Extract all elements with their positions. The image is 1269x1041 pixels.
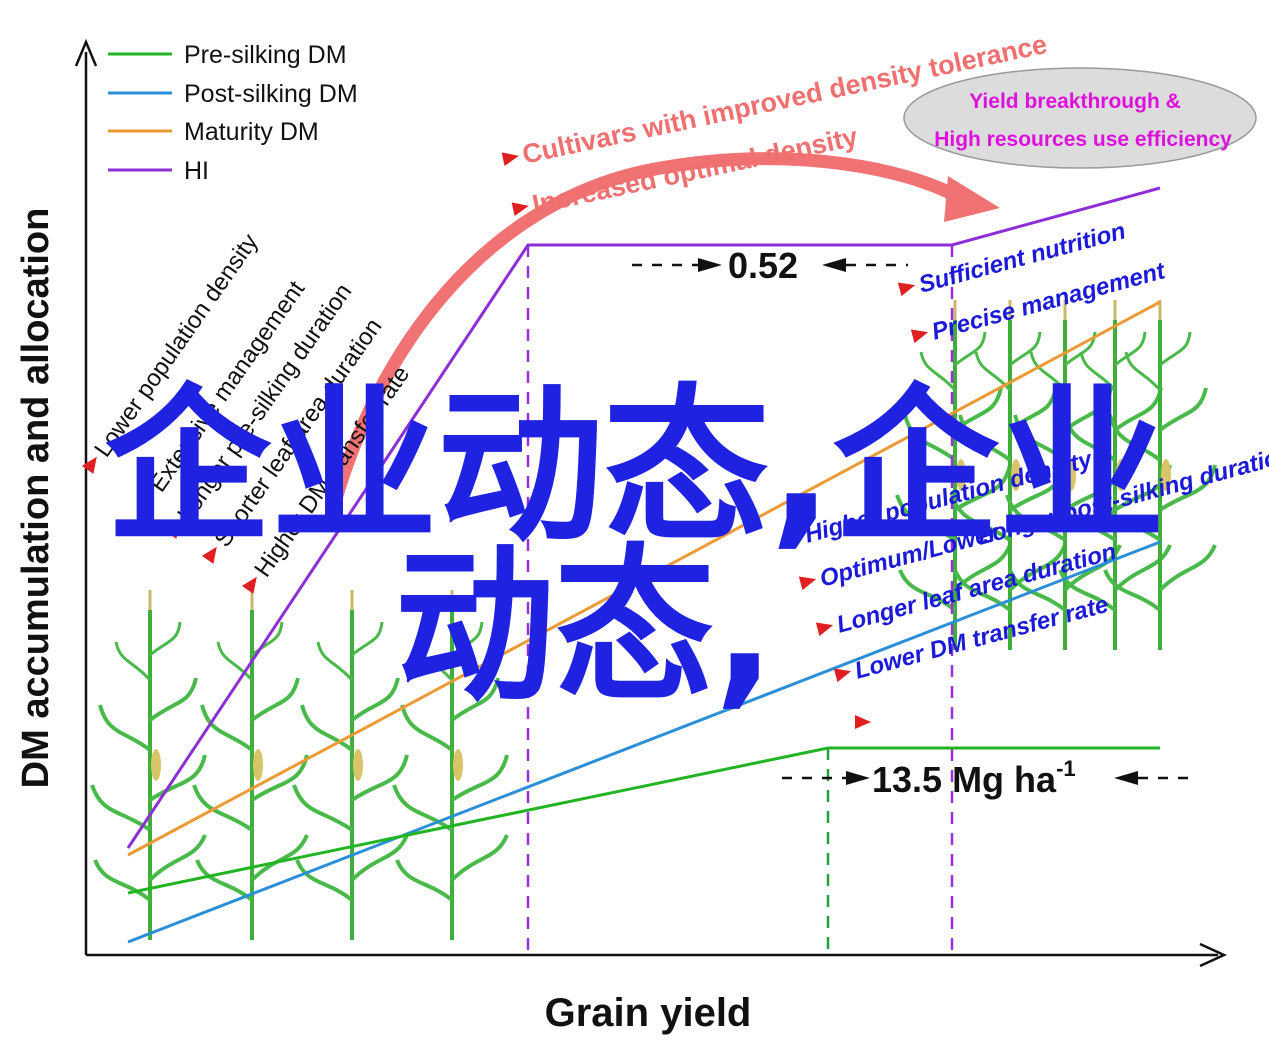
- line-hi: [126, 186, 1161, 849]
- hi-value: 0.52: [728, 245, 798, 286]
- watermark-line-1: 企业动态,企业: [105, 369, 1165, 565]
- ellipse-line-2: High resources use efficiency: [934, 128, 1232, 151]
- legend-label-hi: HI: [184, 157, 209, 185]
- right-factor-arrow-extra: [855, 715, 871, 729]
- yield-value-exponent: -1: [1056, 756, 1076, 781]
- yield-value-marker: 13.5 Mg ha-1: [782, 756, 1198, 800]
- axes: [74, 38, 1228, 968]
- legend-label-pre-silking: Pre-silking DM: [184, 41, 347, 69]
- ellipse-line-1: Yield breakthrough &: [969, 90, 1181, 113]
- line-post-silking-dm: [127, 540, 1161, 944]
- legend-label-maturity: Maturity DM: [184, 118, 319, 146]
- legend-label-post-silking: Post-silking DM: [184, 80, 358, 108]
- outcome-ellipse: [903, 67, 1257, 169]
- x-axis-title: Grain yield: [545, 991, 752, 1035]
- line-pre-silking-dm: [127, 746, 1160, 895]
- watermark-line-2: 动态,: [395, 529, 775, 725]
- legend: Pre-silking DM Post-silking DM Maturity …: [108, 41, 358, 185]
- arrow-head: [944, 176, 1000, 222]
- y-axis-title: DM accumulation and allocation: [15, 208, 57, 789]
- watermark: 企业动态,企业 动态,: [105, 369, 1165, 725]
- hi-value-marker: 0.52: [632, 245, 908, 286]
- improvement-arrow: [323, 152, 967, 527]
- yield-value-main: 13.5 Mg ha: [872, 759, 1057, 800]
- line-maturity-dm: [127, 300, 1161, 857]
- yield-value: 13.5 Mg ha-1: [872, 756, 1076, 800]
